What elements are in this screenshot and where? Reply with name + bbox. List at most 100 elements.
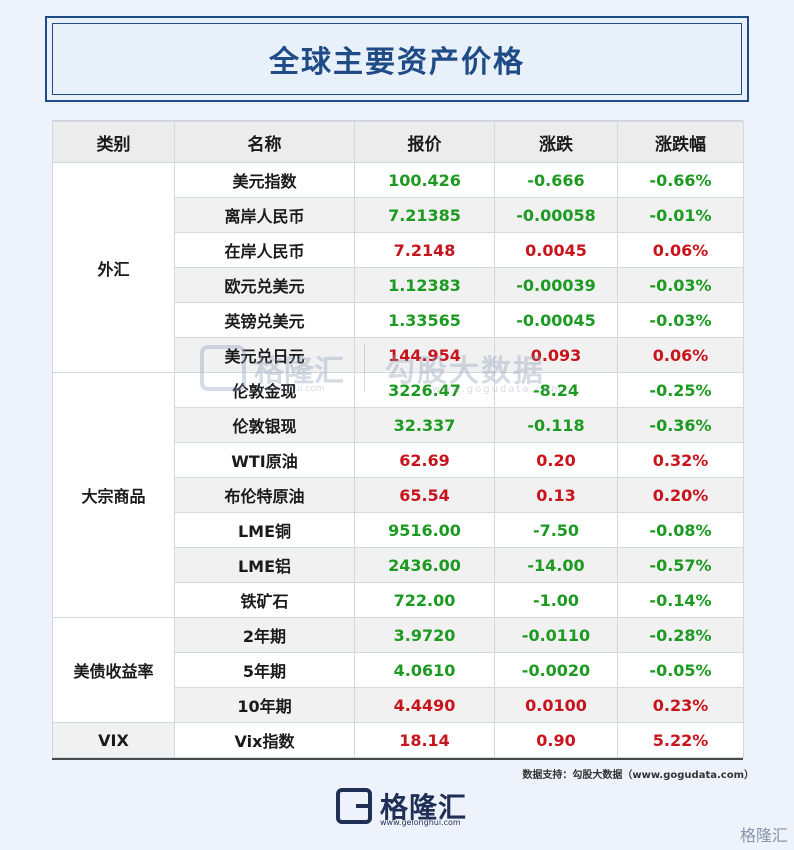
asset-name-cell: 10年期 <box>174 687 355 723</box>
header-name: 名称 <box>174 121 355 163</box>
change-cell: 0.90 <box>494 722 618 758</box>
change-pct-cell: -0.66% <box>617 162 744 198</box>
table-row: 在岸人民币 7.2148 0.0045 0.06% <box>53 232 744 268</box>
price-cell: 9516.00 <box>354 512 495 548</box>
asset-name-cell: LME铜 <box>174 512 355 548</box>
table-header-row: 类别 名称 报价 涨跌 涨跌幅 <box>52 121 744 163</box>
asset-name-cell: 美元指数 <box>174 162 355 198</box>
logo-url: www.gelonghui.com <box>380 818 461 827</box>
change-cell: 0.0045 <box>494 232 618 268</box>
change-cell: 0.13 <box>494 477 618 513</box>
price-cell: 3.9720 <box>354 617 495 653</box>
table-row: 5年期 4.0610 -0.0020 -0.05% <box>53 652 744 688</box>
change-pct-cell: 0.06% <box>617 232 744 268</box>
category-cell: 外汇 <box>52 162 175 373</box>
change-pct-cell: -0.28% <box>617 617 744 653</box>
table-body: 外汇 美元指数 100.426 -0.666 -0.66% 离岸人民币 7.21385 -0.… <box>52 162 744 758</box>
table-row: 布伦特原油 65.54 0.13 0.20% <box>53 477 744 513</box>
category-cell: VIX <box>52 722 175 758</box>
price-cell: 7.21385 <box>354 197 495 233</box>
logo-icon <box>336 788 372 824</box>
table-row: 离岸人民币 7.21385 -0.00058 -0.01% <box>53 197 744 233</box>
change-cell: -0.118 <box>494 407 618 443</box>
change-cell: -0.666 <box>494 162 618 198</box>
price-cell: 4.4490 <box>354 687 495 723</box>
table-row: 英镑兑美元 1.33565 -0.00045 -0.03% <box>53 302 744 338</box>
asset-name-cell: 美元兑日元 <box>174 337 355 373</box>
change-cell: -0.0110 <box>494 617 618 653</box>
change-cell: -8.24 <box>494 372 618 408</box>
header-category: 类别 <box>52 121 175 163</box>
table-row: 美债收益率 2年期 3.9720 -0.0110 -0.28% <box>52 617 744 723</box>
asset-name-cell: 铁矿石 <box>174 582 355 618</box>
price-cell: 62.69 <box>354 442 495 478</box>
price-cell: 4.0610 <box>354 652 495 688</box>
asset-price-table: 类别 名称 报价 涨跌 涨跌幅 外汇 美元指数 100.426 -0.666 -0.66… <box>52 120 744 760</box>
price-cell: 32.337 <box>354 407 495 443</box>
change-cell: -0.00058 <box>494 197 618 233</box>
price-cell: 7.2148 <box>354 232 495 268</box>
category-cell: 大宗商品 <box>52 372 175 618</box>
header-price: 报价 <box>354 121 495 163</box>
asset-name-cell: 2年期 <box>174 617 355 653</box>
asset-name-cell: 离岸人民币 <box>174 197 355 233</box>
change-cell: -7.50 <box>494 512 618 548</box>
price-cell: 2436.00 <box>354 547 495 583</box>
corner-watermark-text: 格隆汇 <box>739 826 788 845</box>
table-row: 外汇 美元指数 100.426 -0.666 -0.66% <box>52 162 744 373</box>
table-row: 大宗商品 伦敦金现 3226.47 -8.24 -0.25% <box>52 372 744 618</box>
change-cell: -0.00039 <box>494 267 618 303</box>
change-pct-cell: -0.08% <box>617 512 744 548</box>
asset-name-cell: WTI原油 <box>174 442 355 478</box>
table-row: 铁矿石 722.00 -1.00 -0.14% <box>53 582 744 618</box>
change-pct-cell: 0.23% <box>617 687 744 723</box>
price-cell: 722.00 <box>354 582 495 618</box>
logo-name: 格隆汇 <box>380 791 468 824</box>
change-pct-cell: -0.03% <box>617 267 744 303</box>
change-pct-cell: -0.03% <box>617 302 744 338</box>
table-row: 欧元兑美元 1.12383 -0.00039 -0.03% <box>53 267 744 303</box>
asset-name-cell: LME铝 <box>174 547 355 583</box>
change-cell: -1.00 <box>494 582 618 618</box>
change-cell: 0.20 <box>494 442 618 478</box>
change-pct-cell: 0.20% <box>617 477 744 513</box>
category-cell: 美债收益率 <box>52 617 175 723</box>
asset-name-cell: Vix指数 <box>174 722 355 758</box>
change-pct-cell: -0.14% <box>617 582 744 618</box>
footer-logo: 格隆汇 www.gelonghui.com <box>336 786 468 827</box>
title-banner: 全球主要资产价格 <box>45 16 749 102</box>
change-pct-cell: -0.25% <box>617 372 744 408</box>
title-frame: 全球主要资产价格 <box>52 23 742 95</box>
change-cell: 0.0100 <box>494 687 618 723</box>
change-pct-cell: -0.01% <box>617 197 744 233</box>
table-row: 美元兑日元 144.954 0.093 0.06% <box>53 337 744 373</box>
change-cell: -14.00 <box>494 547 618 583</box>
page-title: 全球主要资产价格 <box>269 45 525 80</box>
header-change-pct: 涨跌幅 <box>617 121 744 163</box>
price-cell: 144.954 <box>354 337 495 373</box>
asset-name-cell: 欧元兑美元 <box>174 267 355 303</box>
asset-name-cell: 在岸人民币 <box>174 232 355 268</box>
asset-name-cell: 英镑兑美元 <box>174 302 355 338</box>
change-cell: -0.00045 <box>494 302 618 338</box>
price-cell: 65.54 <box>354 477 495 513</box>
change-pct-cell: -0.05% <box>617 652 744 688</box>
price-cell: 3226.47 <box>354 372 495 408</box>
change-pct-cell: 0.32% <box>617 442 744 478</box>
change-cell: 0.093 <box>494 337 618 373</box>
change-pct-cell: 5.22% <box>617 722 744 758</box>
table-row: LME铜 9516.00 -7.50 -0.08% <box>53 512 744 548</box>
table-row: VIX Vix指数 18.14 0.90 5.22% <box>52 722 744 758</box>
change-pct-cell: 0.06% <box>617 337 744 373</box>
corner-watermark: 格隆汇 <box>740 822 788 846</box>
change-cell: -0.0020 <box>494 652 618 688</box>
header-change: 涨跌 <box>494 121 618 163</box>
asset-name-cell: 布伦特原油 <box>174 477 355 513</box>
asset-name-cell: 伦敦金现 <box>174 372 355 408</box>
price-cell: 100.426 <box>354 162 495 198</box>
change-pct-cell: -0.57% <box>617 547 744 583</box>
price-cell: 1.12383 <box>354 267 495 303</box>
price-cell: 18.14 <box>354 722 495 758</box>
data-source-note: 数据支持：勾股大数据（www.gogudata.com） <box>522 770 754 781</box>
asset-name-cell: 5年期 <box>174 652 355 688</box>
